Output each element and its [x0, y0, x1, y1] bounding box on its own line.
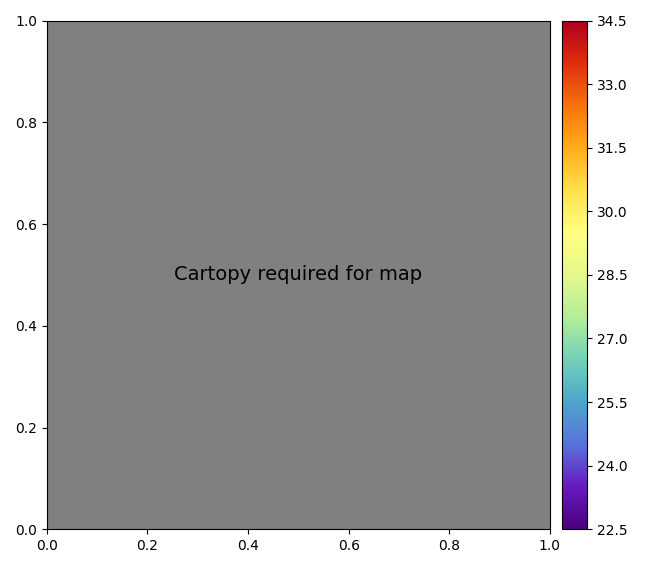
Text: Cartopy required for map: Cartopy required for map — [174, 265, 422, 285]
